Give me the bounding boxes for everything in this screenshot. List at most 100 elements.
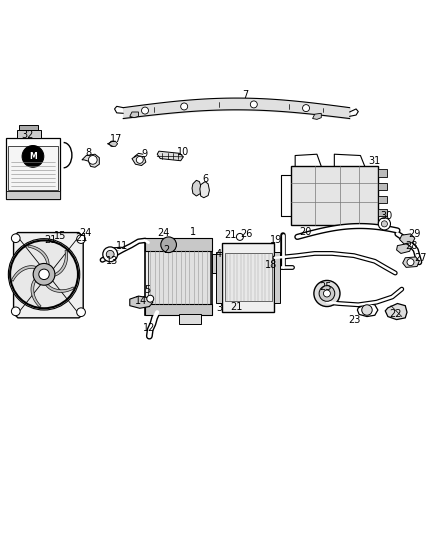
Polygon shape — [28, 245, 49, 268]
Bar — [179, 314, 201, 324]
Circle shape — [77, 308, 85, 317]
Circle shape — [237, 233, 244, 240]
Text: 13: 13 — [106, 256, 119, 266]
Polygon shape — [200, 182, 209, 198]
Text: 25: 25 — [319, 282, 332, 292]
Polygon shape — [192, 180, 201, 196]
Text: 18: 18 — [265, 260, 277, 270]
Text: 10: 10 — [177, 147, 190, 157]
Bar — [378, 182, 387, 190]
Circle shape — [407, 259, 414, 265]
Text: 31: 31 — [369, 156, 381, 166]
Text: 24: 24 — [79, 228, 91, 238]
Polygon shape — [313, 114, 321, 119]
Text: 28: 28 — [405, 240, 417, 251]
Polygon shape — [130, 296, 153, 308]
Polygon shape — [385, 303, 407, 320]
Circle shape — [147, 295, 154, 302]
Circle shape — [181, 103, 187, 110]
Text: 21: 21 — [230, 302, 243, 312]
Polygon shape — [11, 265, 39, 281]
Text: 27: 27 — [414, 253, 427, 263]
Bar — [6, 191, 60, 199]
Text: 12: 12 — [143, 324, 155, 333]
Text: 2: 2 — [163, 245, 169, 255]
Text: 5: 5 — [144, 286, 150, 295]
Text: 3: 3 — [217, 303, 223, 313]
Text: 11: 11 — [116, 240, 128, 251]
Bar — [145, 239, 212, 315]
Text: 17: 17 — [110, 134, 122, 144]
Text: 21: 21 — [44, 236, 57, 245]
Circle shape — [378, 218, 391, 230]
Text: 7: 7 — [242, 91, 248, 100]
Bar — [148, 250, 210, 304]
Text: 14: 14 — [135, 296, 148, 306]
Polygon shape — [52, 251, 67, 277]
Circle shape — [319, 286, 335, 301]
Bar — [216, 252, 223, 303]
Bar — [8, 147, 57, 190]
Circle shape — [251, 101, 257, 108]
Text: 9: 9 — [141, 149, 147, 159]
Bar — [145, 304, 212, 315]
Text: 6: 6 — [202, 174, 208, 184]
Bar — [274, 252, 280, 303]
Text: 4: 4 — [216, 249, 222, 260]
Circle shape — [381, 221, 388, 227]
Text: 21: 21 — [76, 233, 88, 243]
Text: 24: 24 — [157, 228, 170, 238]
Circle shape — [8, 239, 80, 310]
Circle shape — [103, 247, 117, 262]
Polygon shape — [357, 303, 378, 317]
Text: 20: 20 — [299, 227, 311, 237]
Circle shape — [77, 235, 85, 244]
Circle shape — [362, 305, 372, 315]
Bar — [19, 125, 39, 130]
Text: 15: 15 — [54, 231, 66, 241]
Polygon shape — [403, 257, 419, 268]
Polygon shape — [399, 234, 415, 244]
Circle shape — [106, 251, 114, 258]
Polygon shape — [44, 282, 74, 293]
Text: 23: 23 — [349, 314, 361, 325]
Circle shape — [22, 146, 44, 167]
Text: 22: 22 — [389, 309, 402, 319]
Text: 30: 30 — [381, 211, 393, 221]
Bar — [378, 196, 387, 204]
Polygon shape — [14, 232, 83, 318]
Bar — [225, 254, 272, 301]
Circle shape — [136, 156, 143, 163]
Text: 32: 32 — [21, 130, 34, 140]
Circle shape — [88, 156, 97, 164]
Text: 21: 21 — [225, 230, 237, 240]
Circle shape — [314, 280, 340, 306]
Polygon shape — [396, 244, 411, 254]
Text: 26: 26 — [240, 229, 252, 239]
Bar — [378, 169, 387, 177]
Bar — [145, 238, 212, 251]
Polygon shape — [132, 156, 146, 166]
Circle shape — [11, 307, 20, 316]
Circle shape — [323, 290, 330, 297]
Circle shape — [39, 269, 49, 279]
Circle shape — [141, 107, 148, 114]
Bar — [378, 208, 387, 216]
Circle shape — [303, 104, 310, 111]
Bar — [17, 130, 41, 138]
Text: 19: 19 — [269, 235, 282, 245]
Bar — [6, 138, 60, 199]
Circle shape — [33, 263, 55, 285]
Bar — [223, 243, 274, 312]
Text: 29: 29 — [409, 229, 421, 239]
Polygon shape — [31, 277, 41, 307]
Polygon shape — [82, 154, 99, 167]
Bar — [291, 166, 378, 225]
Polygon shape — [157, 151, 184, 161]
Polygon shape — [130, 112, 138, 118]
Text: 1: 1 — [190, 227, 196, 237]
Bar — [212, 254, 220, 273]
Text: M: M — [29, 152, 37, 161]
Circle shape — [161, 237, 177, 253]
Polygon shape — [109, 141, 117, 147]
